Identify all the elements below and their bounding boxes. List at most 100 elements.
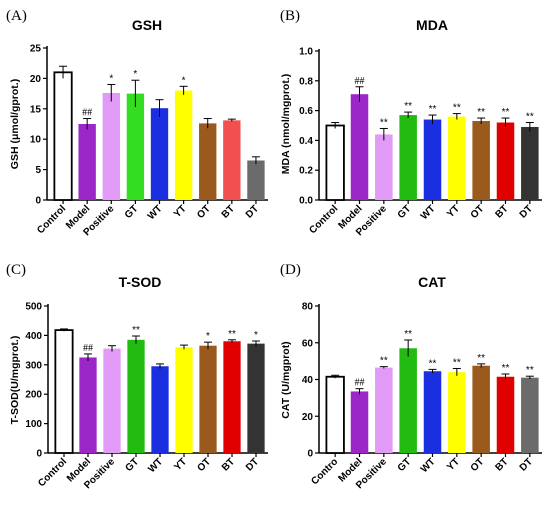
significance-mark: ** (502, 363, 510, 374)
x-tick-label: WT (419, 456, 438, 475)
bar (399, 115, 417, 200)
significance-mark: * (109, 73, 113, 84)
significance-mark: ** (380, 356, 388, 367)
bar (175, 347, 193, 453)
y-axis-label: GSH (μmol/gprot.) (9, 79, 21, 169)
significance-mark: * (133, 69, 137, 80)
y-tick-label: 0.0 (299, 196, 313, 207)
significance-mark: ** (380, 117, 388, 128)
x-tick-label: YT (445, 203, 462, 220)
significance-mark: ** (526, 365, 534, 376)
panel-label: (A) (6, 8, 27, 24)
panel-label: (C) (6, 262, 26, 278)
bar (399, 348, 417, 453)
x-tick-label: DT (518, 456, 535, 473)
y-tick-label: 500 (25, 302, 42, 313)
bar (472, 365, 490, 453)
significance-mark: * (182, 75, 186, 86)
significance-mark: ** (477, 353, 485, 364)
y-tick-label: 1.0 (299, 47, 313, 58)
y-tick-label: 20 (302, 412, 314, 423)
bar (247, 343, 265, 453)
x-tick-label: WT (146, 456, 165, 475)
y-tick-label: 40 (302, 375, 314, 386)
significance-mark: ## (355, 378, 365, 389)
x-tick-label: Control (35, 203, 68, 236)
y-tick-label: 0.6 (299, 106, 313, 117)
bar (448, 116, 466, 200)
bar (78, 124, 96, 200)
significance-mark: ** (526, 112, 534, 123)
bar (350, 391, 369, 453)
bar (496, 376, 515, 453)
bar (325, 375, 345, 454)
significance-mark: ** (132, 325, 140, 336)
y-tick-label: 400 (25, 331, 42, 342)
chart-panel: (A) GSH GSH (μmol/gprot.) 0 5 10 15 20 25 Control… (6, 8, 268, 238)
y-tick-label: 5 (35, 165, 41, 176)
chart-title: T-SOD (119, 274, 162, 290)
x-tick-label: Control (36, 456, 69, 489)
bar (199, 345, 217, 453)
significance-mark: ** (429, 104, 437, 115)
bar (223, 120, 241, 200)
y-tick-label: 0 (36, 449, 42, 460)
x-tick-label: OT (196, 456, 214, 474)
x-tick-label: GT (396, 456, 414, 474)
x-tick-label: BT (493, 203, 510, 220)
significance-mark: ** (453, 357, 461, 368)
x-tick-label: DT (518, 203, 535, 220)
y-tick-label: 0.2 (299, 166, 313, 177)
x-tick-label: BT (220, 203, 237, 220)
significance-mark: ## (355, 76, 365, 87)
bar (472, 121, 490, 200)
x-tick-label: DT (244, 456, 261, 473)
bar (174, 90, 193, 200)
significance-mark: ## (82, 108, 92, 119)
x-tick-label: GT (124, 456, 142, 474)
x-tick-label: YT (172, 456, 189, 473)
bar (223, 341, 241, 453)
x-tick-label: YT (172, 203, 189, 220)
panel-label: (B) (280, 8, 300, 24)
significance-mark: ** (228, 329, 236, 340)
bar (53, 71, 73, 201)
significance-mark: ** (429, 358, 437, 369)
bar (423, 119, 442, 200)
x-tick-label: OT (195, 203, 213, 221)
bar (199, 123, 217, 200)
x-tick-label: DT (244, 203, 261, 220)
x-tick-label: GT (123, 203, 141, 221)
y-tick-label: 20 (30, 74, 42, 85)
bar (375, 367, 393, 453)
x-tick-label: GT (396, 203, 414, 221)
y-tick-label: 200 (25, 390, 42, 401)
bar (127, 339, 145, 453)
chart-panel: (C) T-SOD T-SOD(U/mgprot.) 0 100 200 300 400 500… (6, 262, 268, 491)
y-axis-label: T-SOD(U/mgprot.) (9, 336, 21, 425)
significance-mark: ** (477, 107, 485, 118)
bar (423, 371, 442, 453)
y-axis-label: CAT (U/mgprot) (280, 341, 292, 418)
bar (521, 377, 539, 453)
significance-mark: ** (453, 103, 461, 114)
bar (375, 134, 393, 200)
significance-mark: ** (404, 329, 412, 340)
bar (150, 108, 169, 200)
y-tick-label: 0.4 (299, 136, 313, 147)
bar (54, 329, 74, 454)
y-tick-label: 0 (35, 196, 41, 207)
x-tick-label: OT (469, 456, 487, 474)
chart-title: MDA (416, 17, 448, 33)
significance-mark: * (206, 331, 210, 342)
bar (102, 92, 120, 200)
significance-mark: ## (83, 343, 93, 354)
chart-title: GSH (132, 17, 162, 33)
y-tick-label: 80 (302, 302, 314, 313)
bar (448, 372, 466, 453)
y-tick-label: 10 (30, 135, 42, 146)
x-tick-label: WT (419, 203, 438, 222)
bar (126, 93, 145, 200)
x-tick-label: Contro (309, 456, 340, 487)
